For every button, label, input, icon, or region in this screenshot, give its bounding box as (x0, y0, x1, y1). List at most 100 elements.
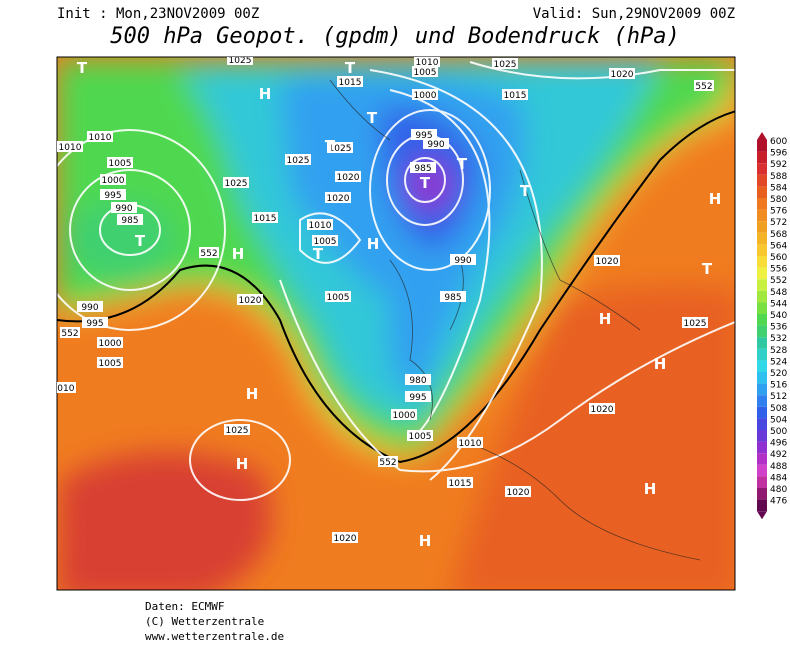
pressure-center: T (520, 182, 531, 200)
colorbar-swatch (757, 232, 767, 245)
pressure-center: H (654, 355, 667, 373)
label-box (82, 317, 108, 328)
label-box (423, 138, 449, 149)
height-label: 552 (61, 329, 78, 339)
colorbar-swatch (757, 174, 767, 187)
colorbar-swatch (757, 209, 767, 222)
label-box (327, 142, 353, 153)
isobar-label: 995 (104, 191, 121, 201)
label-box (589, 403, 615, 414)
label-box (450, 254, 476, 265)
label-box (111, 202, 137, 213)
isobar-label: 1010 (59, 143, 82, 153)
label-box (307, 219, 333, 230)
colorbar-label: 588 (770, 172, 787, 182)
isobar-label: 1015 (254, 214, 277, 224)
colorbar-label: 504 (770, 415, 787, 425)
isobar-label: 990 (115, 204, 132, 214)
isobar-label: 1015 (504, 91, 527, 101)
colorbar-label: 508 (770, 404, 787, 414)
label-box (335, 171, 361, 182)
valid-time: Valid: Sun,29NOV2009 00Z (533, 6, 735, 22)
colorbar-label: 488 (770, 462, 787, 472)
colorbar-swatch (757, 348, 767, 361)
isobar-label: 1020 (239, 296, 262, 306)
isobar-label: 1020 (611, 70, 634, 80)
pressure-center: H (259, 85, 272, 103)
label-box (391, 409, 417, 420)
colorbar-label: 568 (770, 230, 787, 240)
pressure-center: T (702, 260, 713, 278)
label-box (694, 80, 714, 91)
isobar-label: 990 (81, 303, 98, 313)
isobar-label: 1000 (393, 411, 416, 421)
label-box (100, 174, 126, 185)
colorbar-swatch (757, 360, 767, 372)
colorbar-swatch (757, 406, 767, 419)
isobar-label: 1005 (109, 159, 132, 169)
label-box (407, 430, 433, 441)
colorbar-swatch (757, 314, 767, 326)
isobar-label: 1005 (99, 359, 122, 369)
isobar-label: 990 (427, 140, 444, 150)
pressure-center: T (313, 245, 324, 263)
colorbar-swatch (757, 151, 767, 164)
label-box (237, 294, 263, 305)
colorbar-swatch (757, 302, 767, 314)
init-time: Init : Mon,23NOV2009 00Z (57, 6, 259, 22)
pressure-center: T (135, 232, 146, 250)
isobar-label: 980 (409, 376, 426, 386)
isobar-label: 1010 (89, 133, 112, 143)
isobar-label: 995 (86, 319, 103, 329)
label-box (325, 291, 351, 302)
label-box (57, 141, 83, 152)
map-field (57, 57, 735, 590)
label-box (97, 337, 123, 348)
label-box (100, 189, 126, 200)
colorbar-swatch (757, 453, 767, 465)
colorbar-arrow (757, 132, 767, 140)
label-box (594, 255, 620, 266)
label-box (505, 486, 531, 497)
isobar-label: 1010 (309, 221, 332, 231)
isobar-label: 1020 (327, 194, 350, 204)
label-box (492, 58, 518, 69)
colorbar-swatch (757, 279, 767, 291)
isobar-label: 1005 (409, 432, 432, 442)
height-label: 552 (695, 82, 712, 92)
colorbar-swatch (757, 383, 767, 396)
isobar-label: 1000 (99, 339, 122, 349)
label-box (223, 177, 249, 188)
colorbar-label: 564 (770, 241, 787, 251)
height-label: 552 (379, 458, 396, 468)
label-box (107, 157, 133, 168)
label-box (414, 57, 440, 67)
label-box (412, 89, 438, 100)
footer-line: www.wetterzentrale.de (145, 630, 284, 643)
label-box (227, 57, 253, 65)
colorbar-label: 496 (770, 439, 787, 449)
isobar-label: 1005 (314, 237, 337, 247)
isobar-label: 1025 (684, 319, 707, 329)
colorbar-label: 516 (770, 381, 787, 391)
isobar-label: 1020 (507, 488, 530, 498)
label-box (252, 212, 278, 223)
colorbar-swatch (757, 499, 767, 512)
label-box (440, 291, 466, 302)
colorbar-swatch (757, 290, 767, 303)
label-box (332, 532, 358, 543)
colorbar-label: 556 (770, 265, 787, 275)
footer-line: (C) Wetterzentrale (145, 615, 264, 628)
pressure-center: T (345, 59, 356, 77)
colorbar-swatch (757, 325, 767, 338)
pressure-center: T (325, 137, 336, 155)
label-box (60, 327, 80, 338)
colorbar-swatch (757, 395, 767, 407)
isobar-label: 1010 (52, 384, 75, 394)
isobar-label: 995 (415, 131, 432, 141)
height-label: 552 (200, 249, 217, 259)
isobar-label: 1010 (416, 58, 439, 68)
colorbar-label: 560 (770, 253, 787, 263)
